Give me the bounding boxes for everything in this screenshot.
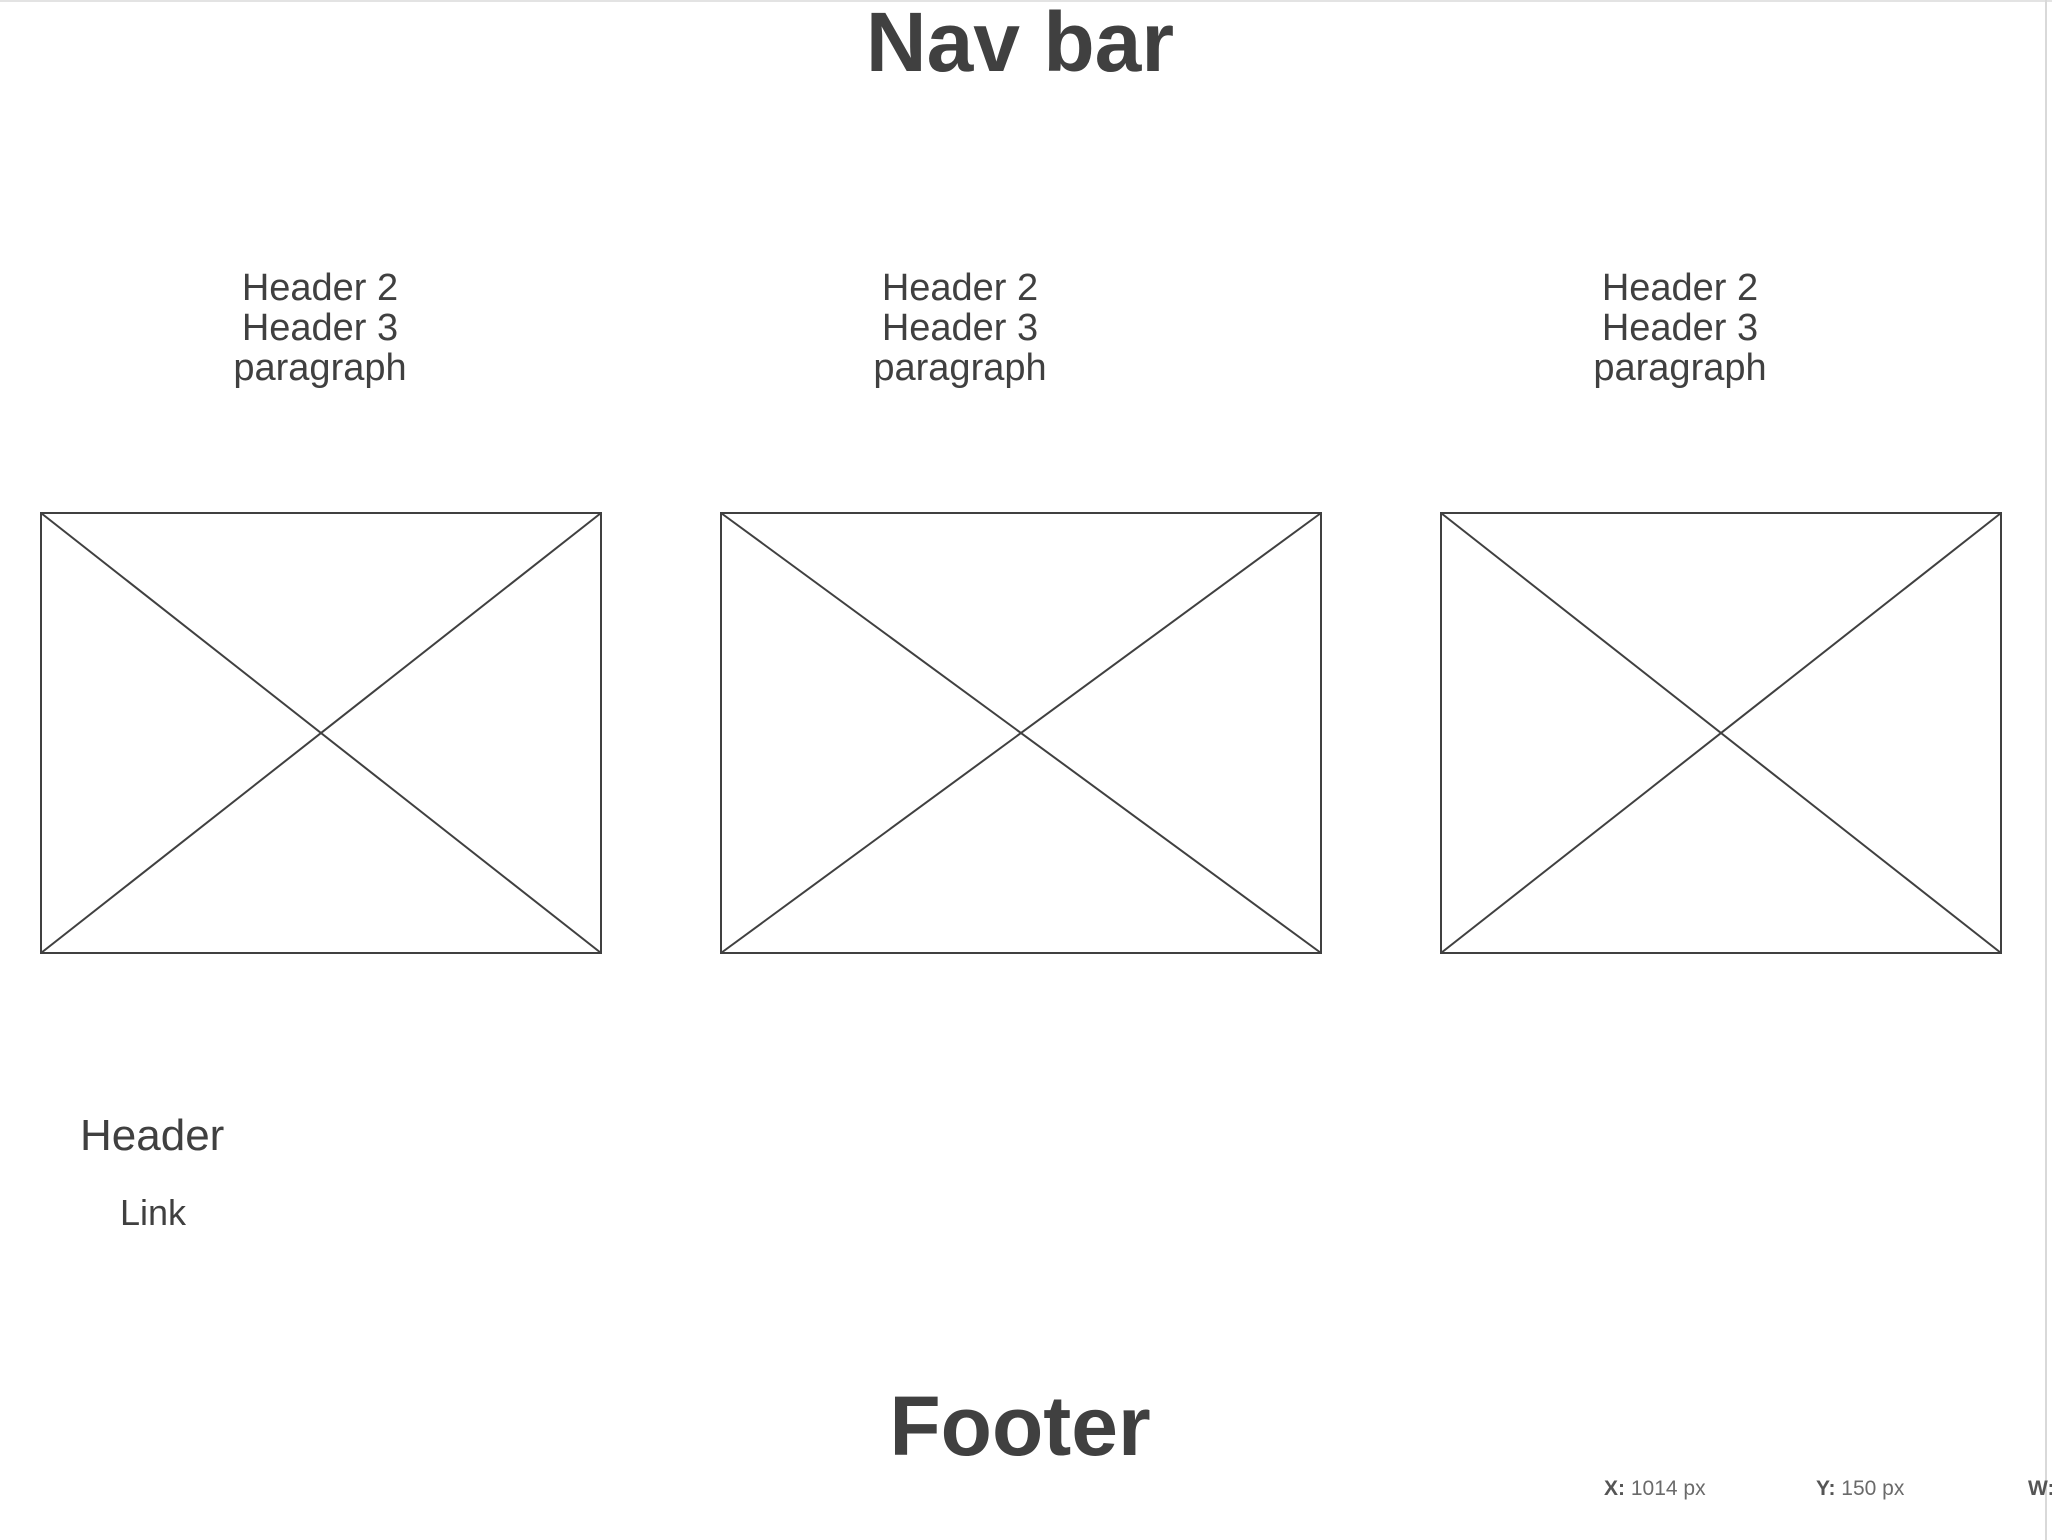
- width-label: W:: [2028, 1477, 2052, 1500]
- column-2-text[interactable]: Header 2 Header 3 paragraph: [810, 268, 1110, 388]
- column-1-header-3: Header 3: [241, 307, 399, 349]
- y-coordinate-label: Y:: [1816, 1477, 1836, 1500]
- column-1-text[interactable]: Header 2 Header 3 paragraph: [170, 268, 470, 388]
- image-placeholder-1[interactable]: [40, 512, 602, 954]
- y-coordinate-readout: Y: 150 px: [1816, 1477, 1904, 1501]
- footer-header[interactable]: Header: [80, 1111, 225, 1160]
- top-divider: [0, 0, 2052, 2]
- x-coordinate-value: 1014 px: [1630, 1477, 1706, 1500]
- y-coordinate-value: 150 px: [1841, 1477, 1905, 1500]
- column-1-header-2: Header 2: [241, 267, 399, 309]
- nav-bar-title[interactable]: Nav bar: [865, 0, 1175, 89]
- column-2-header-2: Header 2: [881, 267, 1039, 309]
- column-2-paragraph: paragraph: [873, 347, 1047, 389]
- column-3-header-2: Header 2: [1601, 267, 1759, 309]
- x-coordinate-readout: X: 1014 px: [1604, 1477, 1706, 1501]
- width-readout: W:: [2028, 1477, 2052, 1501]
- x-coordinate-label: X:: [1604, 1477, 1625, 1500]
- canvas-edge-divider: [2045, 0, 2047, 1540]
- column-3-header-3: Header 3: [1601, 307, 1759, 349]
- footer-title[interactable]: Footer: [889, 1379, 1151, 1473]
- image-placeholder-2[interactable]: [720, 512, 1322, 954]
- column-1-paragraph: paragraph: [233, 347, 407, 389]
- footer-link[interactable]: Link: [120, 1192, 187, 1233]
- column-2-header-3: Header 3: [881, 307, 1039, 349]
- image-placeholder-3[interactable]: [1440, 512, 2002, 954]
- column-3-text[interactable]: Header 2 Header 3 paragraph: [1530, 268, 1830, 388]
- column-3-paragraph: paragraph: [1593, 347, 1767, 389]
